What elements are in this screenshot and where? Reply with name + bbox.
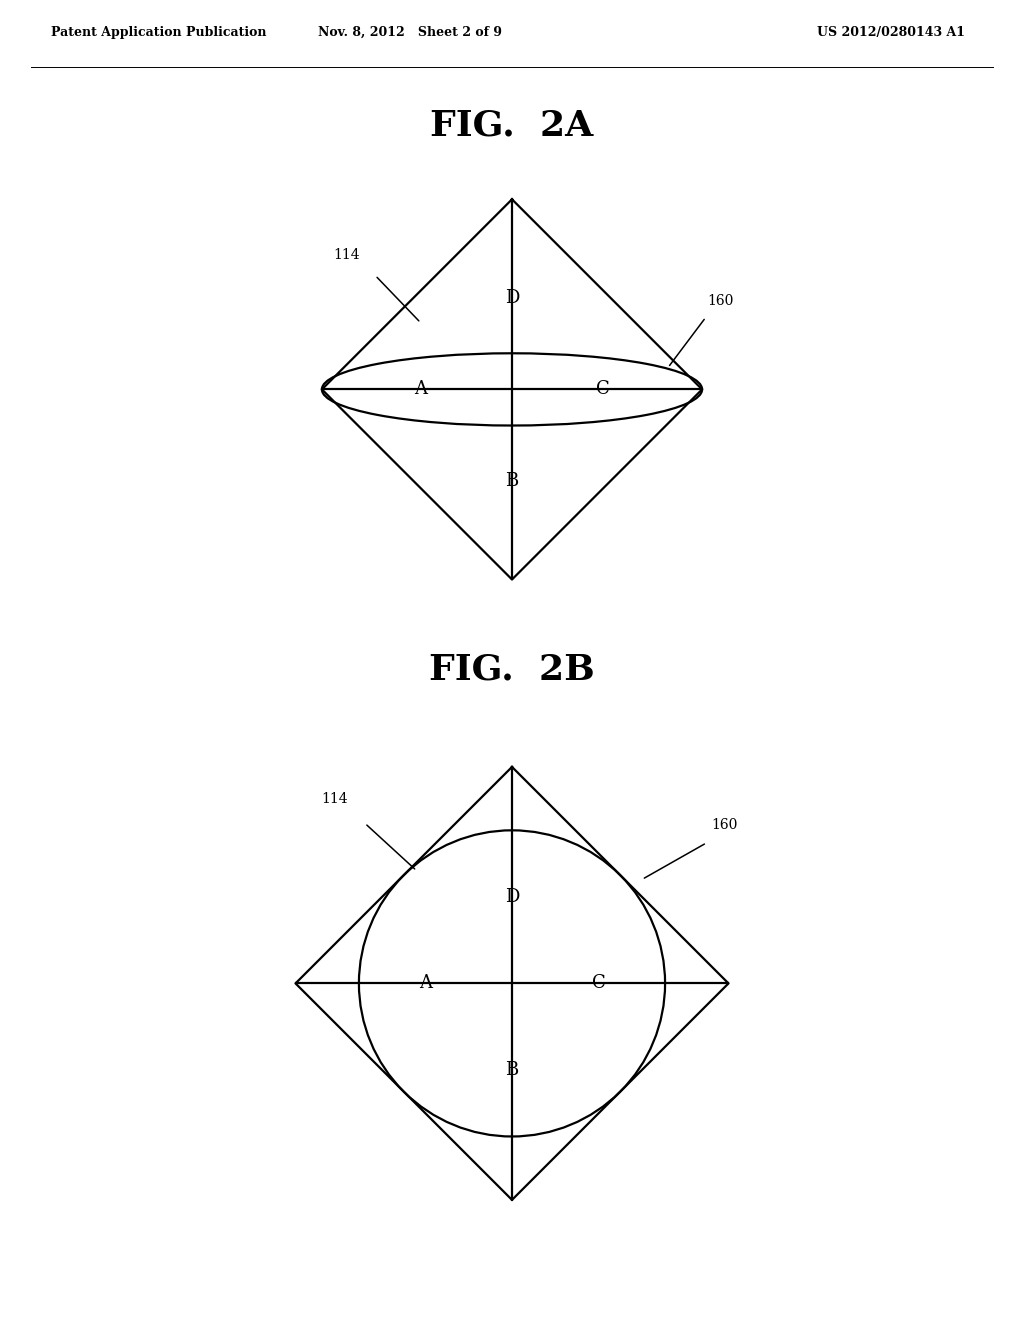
Text: Patent Application Publication: Patent Application Publication (51, 26, 266, 40)
Text: 114: 114 (321, 792, 347, 807)
Text: A: A (415, 380, 427, 399)
Text: A: A (419, 974, 432, 993)
Text: FIG.  2A: FIG. 2A (430, 108, 594, 143)
Text: Nov. 8, 2012   Sheet 2 of 9: Nov. 8, 2012 Sheet 2 of 9 (317, 26, 502, 40)
Text: B: B (506, 471, 518, 490)
Text: C: C (592, 974, 605, 993)
Text: B: B (506, 1061, 518, 1078)
Text: 160: 160 (708, 293, 734, 308)
Text: 114: 114 (333, 248, 360, 263)
Text: C: C (596, 380, 610, 399)
Text: 160: 160 (711, 818, 737, 832)
Text: D: D (505, 888, 519, 906)
Text: D: D (505, 289, 519, 308)
Text: US 2012/0280143 A1: US 2012/0280143 A1 (817, 26, 965, 40)
Text: FIG.  2B: FIG. 2B (429, 653, 595, 686)
